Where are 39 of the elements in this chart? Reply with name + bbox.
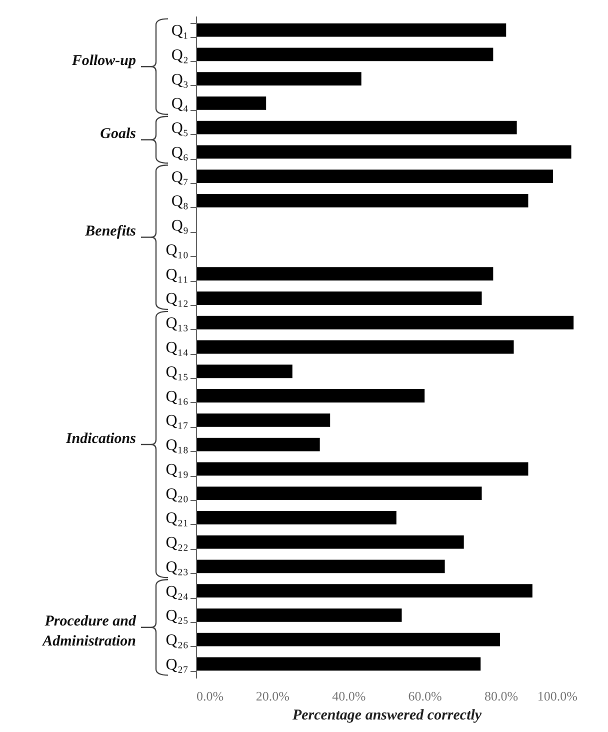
- x-tick-label: 60.0%: [408, 688, 442, 704]
- y-tick-label: Q₃: [171, 71, 188, 88]
- x-tick-label: 0.0%: [196, 688, 224, 704]
- y-tick-label: Q₁₀: [166, 242, 188, 259]
- y-tick-label: Q₁₆: [166, 388, 188, 406]
- y-tick-label: Q₂₃: [166, 558, 188, 576]
- y-tick-label: Q₂₆: [166, 632, 188, 650]
- y-tick-label: Q₁₉: [166, 461, 188, 478]
- y-tick-label: Q₆: [171, 144, 188, 162]
- text: Goals: [100, 126, 136, 142]
- x-axis-title: Percentage answered correctly: [292, 708, 482, 724]
- y-tick-label: Q₂₀: [166, 486, 188, 503]
- y-tick-label: Q₄: [171, 96, 189, 113]
- y-tick-label: Q₁₈: [166, 437, 188, 454]
- y-tick-label: Q₁₂: [166, 290, 188, 308]
- text: Benefits: [84, 224, 136, 240]
- x-tick-label: 40.0%: [332, 688, 366, 704]
- text: Procedure and Administration: [42, 614, 136, 650]
- x-tick-label: 20.0%: [256, 688, 290, 704]
- y-tick-label: Q₁₇: [166, 412, 188, 430]
- y-tick-label: Q₂₄: [166, 583, 189, 600]
- y-tick-label: Q₉: [171, 218, 188, 235]
- y-tick-label: Q₁₄: [166, 340, 189, 356]
- y-tick-label: Q₂₁: [166, 510, 188, 528]
- y-tick-label: Q₁₁: [166, 266, 188, 284]
- x-tick-label: 100.0%: [537, 688, 578, 704]
- text: Follow-up: [70, 52, 136, 69]
- y-tick-label: Q₅: [171, 120, 188, 138]
- y-tick-label: Q₁₅: [166, 364, 188, 381]
- y-tick-label: Q₈: [171, 193, 188, 210]
- y-tick-label: Q₂₅: [166, 608, 188, 625]
- text: Indications: [64, 430, 136, 447]
- y-tick-label: Q₂: [171, 46, 188, 64]
- x-tick-label: 80.0%: [484, 688, 518, 704]
- y-tick-label: Q₂₇: [166, 656, 188, 674]
- y-tick-label: Q₇: [171, 168, 188, 186]
- y-tick-label: Q₁: [171, 22, 188, 40]
- y-tick-label: Q₂₂: [166, 534, 188, 552]
- y-tick-label: Q₁₃: [166, 315, 188, 332]
